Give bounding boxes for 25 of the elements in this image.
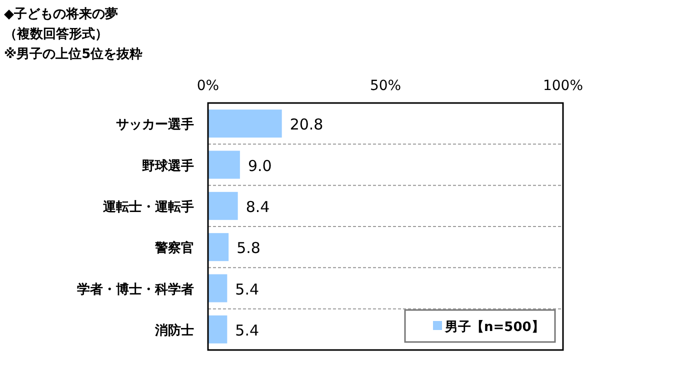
legend-label: 男子【n=500】 [444, 319, 544, 335]
y-tick-label: 運転士・運転手 [102, 198, 194, 215]
x-tick-label: 0% [196, 78, 220, 94]
data-label: 20.8 [290, 116, 324, 134]
y-tick-label: サッカー選手 [116, 116, 194, 133]
y-tick-label: 学者・博士・科学者 [77, 281, 194, 298]
text: ◆子どもの将来の夢 [4, 7, 118, 22]
data-label: 5.8 [236, 239, 260, 258]
text: ※男子の上位5位を抜粋 [4, 47, 143, 62]
y-tick-label: 野球選手 [142, 158, 194, 174]
bar [208, 233, 229, 262]
bar [208, 315, 228, 344]
y-tick-label: 警察官 [154, 240, 194, 256]
bar [208, 274, 228, 302]
x-tick-label: 50% [370, 78, 402, 94]
data-label: 5.4 [235, 321, 260, 340]
text: （複数回答形式） [4, 26, 108, 42]
bar [208, 110, 282, 138]
bar [208, 192, 238, 220]
data-label: 8.4 [246, 198, 270, 216]
x-tick-label: 100% [542, 78, 584, 94]
data-label: 9.0 [248, 156, 272, 175]
y-tick-label: 消防士 [154, 322, 194, 338]
data-label: 5.4 [235, 280, 260, 298]
bar [208, 150, 240, 179]
